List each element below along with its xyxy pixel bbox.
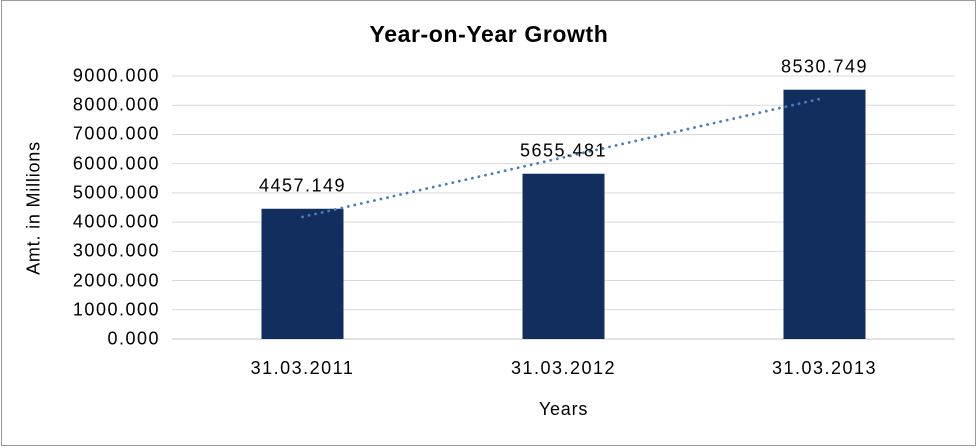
y-tick-label: 1000.000	[72, 299, 160, 320]
bar-value-label: 5655.481	[519, 140, 608, 161]
y-tick-label: 4000.000	[72, 211, 160, 232]
x-category-label: 31.03.2012	[510, 358, 617, 378]
x-category-label: 31.03.2013	[771, 358, 878, 378]
y-tick-label: 5000.000	[72, 182, 160, 203]
bar-value-label: 4457.149	[258, 175, 347, 196]
bar-value-label: 8530.749	[780, 56, 869, 77]
y-axis-title: Amt. in Millions	[23, 141, 44, 275]
y-tick-label: 0.000	[107, 328, 160, 349]
y-tick-label: 2000.000	[72, 270, 160, 291]
y-tick-label: 7000.000	[72, 123, 160, 144]
y-tick-label: 6000.000	[72, 153, 160, 174]
y-tick-label: 3000.000	[72, 240, 160, 261]
chart-title: Year-on-Year Growth	[369, 21, 609, 47]
x-category-label: 31.03.2011	[250, 358, 355, 378]
trendline	[301, 96, 826, 219]
x-axis-title: Years	[538, 399, 589, 419]
bar-31.03.2011	[261, 208, 344, 339]
bar-31.03.2013	[783, 89, 866, 339]
y-tick-label: 9000.000	[72, 65, 160, 86]
y-tick-label: 8000.000	[72, 94, 160, 115]
bar-31.03.2012	[522, 173, 605, 339]
